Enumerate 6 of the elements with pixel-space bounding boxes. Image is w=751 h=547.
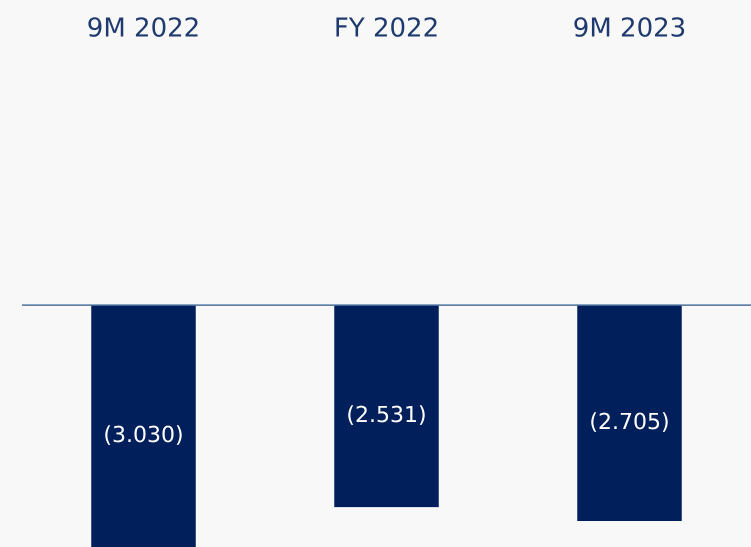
data-label: (2.705): [589, 410, 670, 435]
data-label: (2.531): [346, 402, 427, 428]
x-tick-label: FY 2022: [334, 13, 440, 44]
x-tick-label: 9M 2022: [86, 13, 200, 44]
data-label: (3.030): [103, 422, 184, 448]
x-tick-label: 9M 2023: [572, 13, 686, 44]
